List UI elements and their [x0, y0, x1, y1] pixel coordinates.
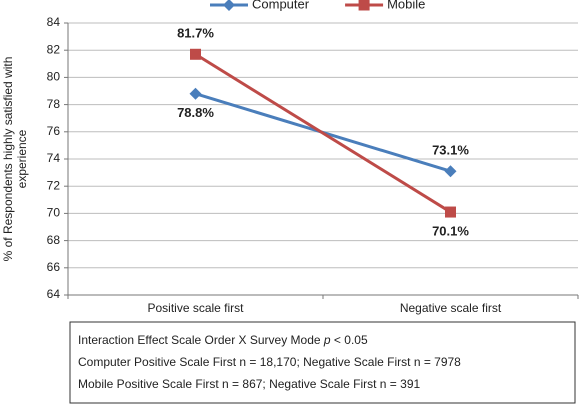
- x-tick-label: Positive scale first: [147, 301, 244, 315]
- note-text: p: [323, 333, 331, 347]
- value-label: 78.8%: [177, 105, 214, 120]
- note-box: [69, 321, 576, 404]
- value-label: 81.7%: [177, 26, 214, 41]
- y-axis-label-line: experience: [15, 129, 29, 188]
- point: [445, 206, 456, 218]
- y-tick-label: 70: [47, 206, 61, 220]
- y-tick-label: 76: [47, 124, 61, 138]
- note-text: Interaction Effect Scale Order X Survey …: [78, 333, 324, 347]
- legend-label: Computer: [252, 0, 310, 11]
- legend-label: Mobile: [387, 0, 425, 11]
- x-tick-label: Negative scale first: [400, 301, 502, 315]
- y-axis-label-line: % of Respondents highly satisfied with: [1, 57, 15, 262]
- y-tick-label: 64: [47, 287, 61, 301]
- point: [190, 48, 201, 60]
- y-tick-label: 80: [47, 70, 61, 84]
- y-tick-label: 84: [47, 15, 61, 29]
- note-line: Computer Positive Scale First n = 18,170…: [78, 355, 461, 369]
- note-line: Interaction Effect Scale Order X Survey …: [78, 333, 368, 347]
- note-text: Mobile Positive Scale First n = 867; Neg…: [78, 377, 420, 391]
- y-axis-label: % of Respondents highly satisfied with ex…: [1, 57, 29, 262]
- value-label: 73.1%: [432, 143, 469, 158]
- y-tick-label: 66: [47, 260, 61, 274]
- y-tick-label: 78: [47, 97, 61, 111]
- note-line: Mobile Positive Scale First n = 867; Neg…: [78, 377, 420, 391]
- point: [444, 165, 457, 178]
- value-label: 70.1%: [432, 223, 469, 238]
- point: [358, 0, 370, 11]
- y-tick-label: 68: [47, 233, 61, 247]
- y-tick-label: 82: [47, 42, 61, 56]
- note-text: < 0.05: [331, 333, 368, 347]
- y-tick-label: 74: [47, 151, 61, 165]
- y-tick-label: 72: [47, 178, 61, 192]
- series-line: [194, 53, 452, 214]
- point: [223, 0, 235, 11]
- point: [189, 87, 202, 100]
- note-text: Computer Positive Scale First n = 18,170…: [78, 355, 461, 369]
